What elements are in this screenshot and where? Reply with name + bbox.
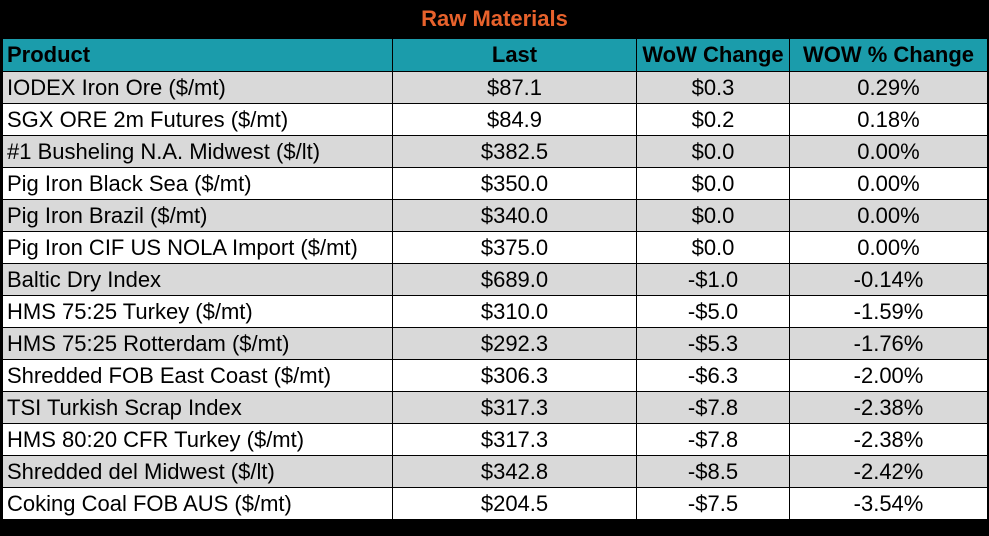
wow-change-cell: $0.0 (636, 135, 790, 168)
table-row: IODEX Iron Ore ($/mt) $87.1 $0.3 0.29% (2, 71, 988, 104)
header-wow-pct-change: WOW % Change (789, 38, 988, 72)
wow-change-cell: -$5.0 (636, 295, 790, 328)
last-cell: $375.0 (392, 231, 637, 264)
wow-change-cell: -$7.8 (636, 423, 790, 456)
product-cell: Pig Iron Brazil ($/mt) (2, 199, 393, 232)
last-cell: $342.8 (392, 455, 637, 488)
table-row: HMS 80:20 CFR Turkey ($/mt) $317.3 -$7.8… (2, 423, 988, 456)
table-row: Pig Iron CIF US NOLA Import ($/mt) $375.… (2, 231, 988, 264)
wow-change-cell: -$7.8 (636, 391, 790, 424)
table-row: Shredded del Midwest ($/lt) $342.8 -$8.5… (2, 455, 988, 488)
table-title: Raw Materials (421, 6, 568, 31)
wow-pct-cell: -2.38% (789, 423, 988, 456)
wow-change-cell: -$7.5 (636, 487, 790, 520)
wow-change-cell: $0.2 (636, 103, 790, 136)
last-cell: $87.1 (392, 71, 637, 104)
wow-pct-cell: -3.54% (789, 487, 988, 520)
wow-pct-cell: -1.76% (789, 327, 988, 360)
wow-change-cell: $0.0 (636, 199, 790, 232)
wow-pct-cell: 0.00% (789, 231, 988, 264)
product-cell: Shredded FOB East Coast ($/mt) (2, 359, 393, 392)
last-cell: $204.5 (392, 487, 637, 520)
wow-change-cell: -$6.3 (636, 359, 790, 392)
wow-pct-cell: 0.29% (789, 71, 988, 104)
header-product: Product (2, 38, 393, 72)
header-wow-change: WoW Change (636, 38, 790, 72)
table-row: #1 Busheling N.A. Midwest ($/lt) $382.5 … (2, 135, 988, 168)
product-cell: HMS 75:25 Turkey ($/mt) (2, 295, 393, 328)
product-cell: Baltic Dry Index (2, 263, 393, 296)
product-cell: IODEX Iron Ore ($/mt) (2, 71, 393, 104)
wow-change-cell: -$1.0 (636, 263, 790, 296)
wow-change-cell: $0.3 (636, 71, 790, 104)
wow-change-cell: $0.0 (636, 231, 790, 264)
product-cell: HMS 75:25 Rotterdam ($/mt) (2, 327, 393, 360)
table-row: TSI Turkish Scrap Index $317.3 -$7.8 -2.… (2, 391, 988, 424)
table-row: Shredded FOB East Coast ($/mt) $306.3 -$… (2, 359, 988, 392)
product-cell: Pig Iron CIF US NOLA Import ($/mt) (2, 231, 393, 264)
wow-pct-cell: 0.00% (789, 199, 988, 232)
wow-pct-cell: 0.00% (789, 167, 988, 200)
product-cell: #1 Busheling N.A. Midwest ($/lt) (2, 135, 393, 168)
last-cell: $292.3 (392, 327, 637, 360)
header-row: Product Last WoW Change WOW % Change (2, 38, 988, 72)
last-cell: $689.0 (392, 263, 637, 296)
last-cell: $350.0 (392, 167, 637, 200)
last-cell: $306.3 (392, 359, 637, 392)
wow-pct-cell: -2.38% (789, 391, 988, 424)
product-cell: SGX ORE 2m Futures ($/mt) (2, 103, 393, 136)
wow-pct-cell: -0.14% (789, 263, 988, 296)
wow-pct-cell: -1.59% (789, 295, 988, 328)
table-row: Pig Iron Black Sea ($/mt) $350.0 $0.0 0.… (2, 167, 988, 200)
wow-change-cell: $0.0 (636, 167, 790, 200)
wow-change-cell: -$5.3 (636, 327, 790, 360)
product-cell: Pig Iron Black Sea ($/mt) (2, 167, 393, 200)
wow-pct-cell: -2.00% (789, 359, 988, 392)
wow-pct-cell: 0.00% (789, 135, 988, 168)
table-row: Coking Coal FOB AUS ($/mt) $204.5 -$7.5 … (2, 487, 988, 520)
wow-pct-cell: -2.42% (789, 455, 988, 488)
wow-change-cell: -$8.5 (636, 455, 790, 488)
last-cell: $382.5 (392, 135, 637, 168)
raw-materials-table: Product Last WoW Change WOW % Change IOD… (2, 38, 988, 520)
table-row: SGX ORE 2m Futures ($/mt) $84.9 $0.2 0.1… (2, 103, 988, 136)
header-last: Last (392, 38, 637, 72)
table-row: HMS 75:25 Rotterdam ($/mt) $292.3 -$5.3 … (2, 327, 988, 360)
last-cell: $317.3 (392, 391, 637, 424)
product-cell: Shredded del Midwest ($/lt) (2, 455, 393, 488)
last-cell: $310.0 (392, 295, 637, 328)
table-row: HMS 75:25 Turkey ($/mt) $310.0 -$5.0 -1.… (2, 295, 988, 328)
product-cell: TSI Turkish Scrap Index (2, 391, 393, 424)
product-cell: Coking Coal FOB AUS ($/mt) (2, 487, 393, 520)
wow-pct-cell: 0.18% (789, 103, 988, 136)
last-cell: $84.9 (392, 103, 637, 136)
last-cell: $317.3 (392, 423, 637, 456)
last-cell: $340.0 (392, 199, 637, 232)
product-cell: HMS 80:20 CFR Turkey ($/mt) (2, 423, 393, 456)
table-row: Baltic Dry Index $689.0 -$1.0 -0.14% (2, 263, 988, 296)
table-row: Pig Iron Brazil ($/mt) $340.0 $0.0 0.00% (2, 199, 988, 232)
